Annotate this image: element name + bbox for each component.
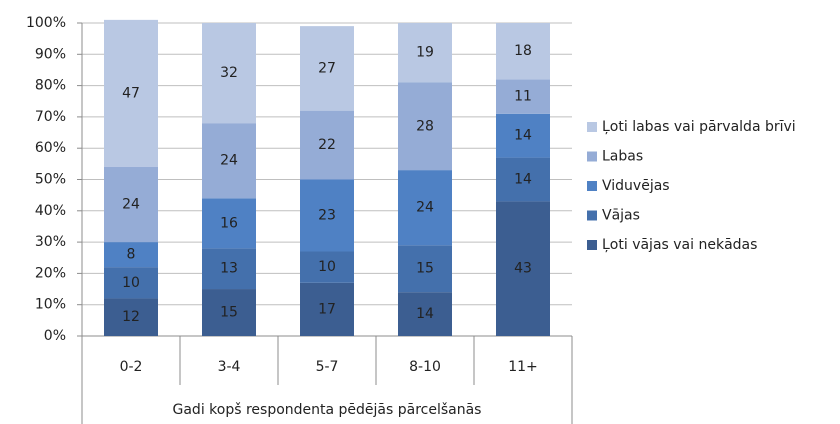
bar-segment [202, 198, 256, 249]
bar-segment [104, 298, 158, 336]
data-label: 14 [416, 306, 434, 322]
bar-segment [398, 292, 452, 336]
bar-segment [496, 23, 550, 80]
legend-label: Vājas [602, 208, 640, 224]
y-tick-label: 50% [35, 172, 66, 188]
bar-segment [496, 157, 550, 202]
bar-segment [398, 82, 452, 171]
bar-segment [496, 113, 550, 158]
x-axis-title: Gadi kopš respondenta pēdējās pārcelšanā… [173, 402, 482, 418]
y-tick-label: 100% [26, 15, 66, 31]
data-label: 47 [122, 85, 140, 101]
bar-segment [496, 79, 550, 114]
bar-segment [300, 282, 354, 336]
bar-segment [104, 267, 158, 299]
x-tick-label: 11+ [508, 359, 538, 375]
y-tick-label: 70% [35, 109, 66, 125]
data-label: 24 [220, 153, 238, 169]
legend-swatch [587, 240, 597, 250]
data-label: 32 [220, 65, 238, 81]
data-label: 22 [318, 137, 336, 153]
data-label: 19 [416, 45, 434, 61]
data-label: 14 [514, 128, 532, 144]
data-label: 24 [416, 200, 434, 216]
bar-segment [202, 123, 256, 199]
bar-segment [104, 166, 158, 243]
legend-swatch [587, 210, 597, 221]
y-tick-label: 0% [44, 328, 66, 344]
legend-label: Viduvējas [602, 178, 670, 194]
data-label: 8 [127, 247, 136, 263]
bar-segment [104, 19, 158, 167]
data-label: 10 [318, 259, 336, 275]
data-label: 11 [514, 89, 532, 105]
bar-segment [300, 251, 354, 283]
data-label: 16 [220, 215, 238, 231]
data-label: 10 [122, 275, 140, 291]
data-label: 14 [514, 172, 532, 188]
data-label: 15 [220, 305, 238, 321]
bar-segment [202, 23, 256, 124]
data-label: 13 [220, 261, 238, 277]
data-label: 17 [318, 301, 336, 317]
data-label: 23 [318, 207, 336, 223]
data-label: 12 [122, 309, 140, 325]
y-tick-label: 60% [35, 140, 66, 156]
data-label: 28 [416, 118, 434, 134]
data-label: 18 [514, 43, 532, 59]
bar-segment [104, 242, 158, 268]
y-tick-label: 80% [35, 78, 66, 94]
x-tick-label: 0-2 [120, 359, 143, 375]
y-tick-label: 10% [35, 297, 66, 313]
bar-segment [496, 201, 550, 336]
bar-segment [398, 245, 452, 293]
y-tick-label: 40% [35, 203, 66, 219]
bar-segment [300, 179, 354, 252]
y-tick-label: 30% [35, 234, 66, 250]
bar-segment [202, 289, 256, 336]
data-label: 43 [514, 261, 532, 277]
x-tick-label: 3-4 [218, 359, 241, 375]
bar-segment [300, 110, 354, 180]
legend-swatch [587, 151, 597, 162]
legend-label: Ļoti labas vai pārvalda brīvi [602, 119, 796, 135]
legend-swatch [587, 181, 597, 191]
y-tick-label: 90% [35, 46, 66, 62]
x-tick-label: 5-7 [316, 359, 339, 375]
data-label: 24 [122, 197, 140, 213]
y-tick-label: 20% [35, 265, 66, 281]
bar-segment [398, 170, 452, 246]
bar-segment [202, 248, 256, 290]
legend-swatch [587, 122, 597, 132]
legend-label: Ļoti vājas vai nekādas [602, 237, 757, 253]
x-tick-label: 8-10 [409, 359, 441, 375]
data-label: 15 [416, 261, 434, 277]
bar-segment [398, 23, 452, 83]
data-label: 27 [318, 60, 336, 76]
legend-label: Labas [602, 149, 643, 165]
bar-segment [300, 26, 354, 111]
